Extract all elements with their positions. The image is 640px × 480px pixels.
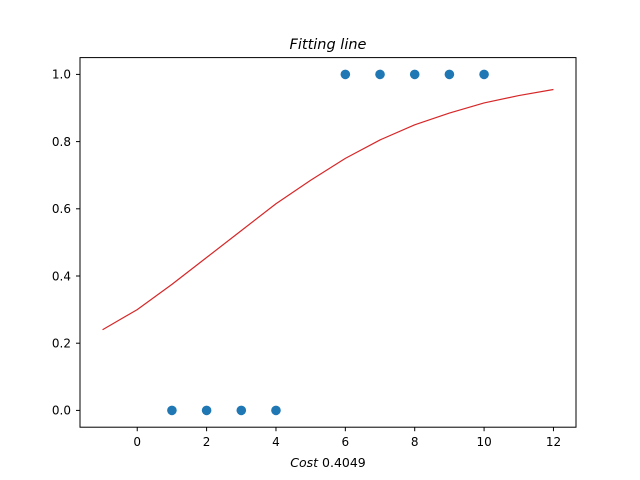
axes-frame bbox=[79, 57, 577, 428]
x-tick-label: 0 bbox=[133, 435, 141, 449]
y-tick-label: 0.2 bbox=[52, 337, 71, 351]
x-tick-label: 2 bbox=[203, 435, 211, 449]
fit-line bbox=[102, 88, 554, 331]
x-tick-label: 12 bbox=[546, 435, 561, 449]
data-point bbox=[444, 69, 455, 80]
plot-area bbox=[102, 69, 554, 416]
chart-title: Fitting line bbox=[290, 37, 367, 53]
x-tick-label: 10 bbox=[476, 435, 491, 449]
data-point bbox=[409, 69, 420, 80]
x-axis: 0 2 4 6 8 10 12 bbox=[133, 427, 561, 449]
x-axis-label-prefix: Cost bbox=[290, 455, 319, 470]
data-point bbox=[340, 69, 351, 80]
y-tick-label: 0.0 bbox=[52, 404, 71, 418]
x-axis-label: Cost 0.4049 bbox=[290, 455, 366, 470]
x-tick-label: 8 bbox=[411, 435, 419, 449]
data-point bbox=[201, 405, 212, 416]
x-tick-label: 6 bbox=[342, 435, 350, 449]
y-tick-label: 0.8 bbox=[52, 135, 71, 149]
data-point bbox=[236, 405, 247, 416]
x-tick-label: 4 bbox=[272, 435, 280, 449]
data-point bbox=[375, 69, 385, 80]
y-axis: 0.0 0.2 0.4 0.6 0.8 1.0 bbox=[52, 68, 80, 418]
y-tick-label: 1.0 bbox=[52, 68, 71, 82]
x-axis-label-value: 0.4049 bbox=[322, 455, 366, 470]
data-point bbox=[271, 405, 281, 416]
data-point bbox=[479, 69, 489, 80]
data-point bbox=[167, 405, 177, 416]
y-tick-label: 0.4 bbox=[52, 269, 71, 283]
y-tick-label: 0.6 bbox=[52, 202, 71, 216]
